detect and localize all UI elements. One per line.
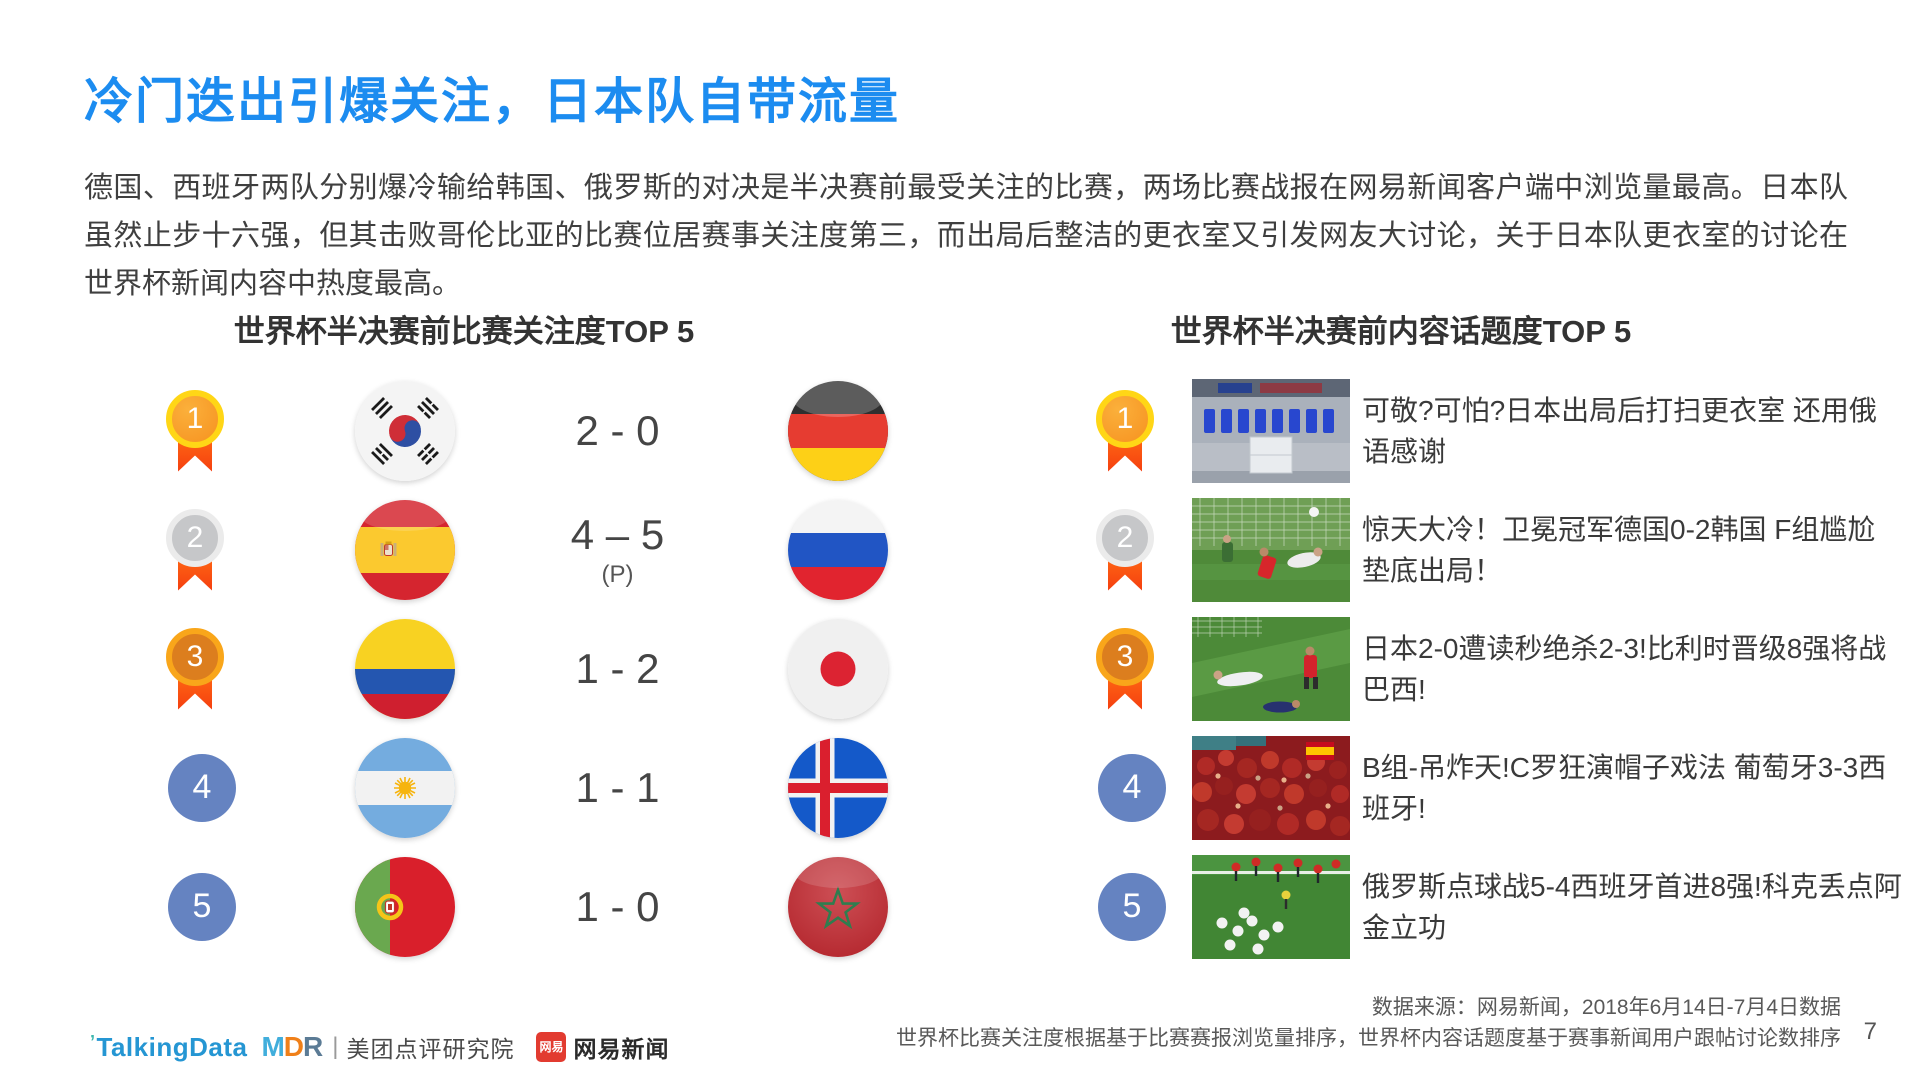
rank-number: 5 bbox=[192, 887, 212, 925]
news-thumbnail-locker-room bbox=[1192, 378, 1350, 483]
news-thumbnail-players-on-pitch bbox=[1192, 616, 1350, 721]
flag-argentina-icon bbox=[355, 737, 455, 838]
rank-5-badge: 5 bbox=[168, 872, 236, 941]
ranking-rows: 1 bbox=[0, 371, 1921, 966]
score-value: 4 – 5 bbox=[570, 510, 665, 558]
news-thumbnail-team-celebration bbox=[1192, 854, 1350, 959]
news-headline: 俄罗斯点球战5-4西班牙首进8强!科克丢点阿金立功 bbox=[1362, 870, 1902, 943]
rank-number: 5 bbox=[1122, 887, 1142, 925]
flag-spain-icon bbox=[355, 499, 455, 600]
rank-number: 4 bbox=[1122, 768, 1142, 806]
netease-badge-icon: 网易 bbox=[536, 1032, 567, 1062]
news-headline: B组-吊炸天!C罗狂演帽子戏法 葡萄牙3-3西班牙! bbox=[1362, 751, 1887, 824]
mdr-logo: MDR bbox=[261, 1031, 323, 1062]
news-row-4: 4 bbox=[0, 728, 1921, 847]
news-row-2: 2 bbox=[0, 490, 1921, 609]
rank-1-medal-icon: 1 bbox=[166, 389, 224, 472]
rank-number: 2 bbox=[166, 508, 224, 567]
intro-paragraph: 德国、西班牙两队分别爆冷输给韩国、俄罗斯的对决是半决赛前最受关注的比赛，两场比赛… bbox=[84, 172, 1848, 300]
match-score: 2 - 0 bbox=[530, 407, 705, 455]
rank-number: 2 bbox=[1096, 508, 1154, 567]
rank-4-badge: 4 bbox=[1098, 753, 1166, 822]
flag-morocco-icon bbox=[788, 856, 888, 957]
news-thumbnail-fans-crowd bbox=[1192, 735, 1350, 840]
meituan-dianping-institute-logo: 美团点评研究院 bbox=[346, 1036, 515, 1062]
score-value: 1 - 0 bbox=[575, 882, 660, 930]
flag-iceland-icon bbox=[788, 737, 888, 838]
news-rows: 1 bbox=[0, 371, 1921, 966]
rank-number: 3 bbox=[166, 627, 224, 686]
rank-row-5: 5 1 - 0 bbox=[0, 847, 1921, 966]
news-headline: 日本2-0遭读秒绝杀2-3!比利时晋级8强将战巴西! bbox=[1362, 632, 1887, 705]
footer-logos: ’TalkingData MDR | 美团点评研究院 网易 网易新闻 bbox=[90, 1030, 669, 1064]
news-row-5: 5 bbox=[0, 847, 1921, 966]
rank-row-1: 1 bbox=[0, 371, 1921, 490]
netease-news-logo: 网易新闻 bbox=[573, 1036, 670, 1062]
talkingdata-mark-icon: ’ bbox=[90, 1031, 96, 1052]
rank-2-medal-icon: 2 bbox=[1096, 508, 1154, 591]
rank-number: 1 bbox=[1096, 389, 1154, 448]
rank-number: 3 bbox=[1096, 627, 1154, 686]
page-title: 冷门迭出引爆关注，日本队自带流量 bbox=[84, 75, 901, 129]
rank-4-badge: 4 bbox=[168, 753, 236, 822]
data-source-note: 数据来源：网易新闻，2018年6月14日-7月4日数据 世界杯比赛关注度根据基于… bbox=[896, 992, 1841, 1054]
news-headline: 惊天大冷！卫冕冠军德国0-2韩国 F组尴尬垫底出局！ bbox=[1362, 513, 1876, 586]
rank-number: 4 bbox=[192, 768, 212, 806]
logo-separator: | bbox=[332, 1033, 339, 1060]
rank-row-3: 3 1 - 2 bbox=[0, 609, 1921, 728]
score-value: 1 - 1 bbox=[575, 763, 660, 811]
source-line-1: 数据来源：网易新闻，2018年6月14日-7月4日数据 bbox=[1371, 996, 1841, 1019]
score-value: 1 - 2 bbox=[575, 644, 660, 692]
penalty-note: (P) bbox=[601, 560, 634, 588]
source-line-2: 世界杯比赛关注度根据基于比赛赛报浏览量排序，世界杯内容话题度基于赛事新闻用户跟帖… bbox=[896, 1027, 1841, 1050]
left-panel-heading: 世界杯半决赛前比赛关注度TOP 5 bbox=[233, 314, 695, 349]
news-row-3: 3 bbox=[0, 609, 1921, 728]
page-number: 7 bbox=[1863, 1018, 1877, 1045]
match-score: 1 - 1 bbox=[530, 764, 705, 812]
rank-row-4: 4 1 - 1 bbox=[0, 728, 1921, 847]
rank-3-medal-icon: 3 bbox=[1096, 627, 1154, 710]
flag-south-korea-icon bbox=[355, 380, 455, 481]
news-headline: 可敬?可怕?日本出局后打扫更衣室 还用俄语感谢 bbox=[1362, 394, 1877, 467]
talkingdata-logo: ’TalkingData bbox=[90, 1031, 248, 1062]
match-score: 4 – 5 (P) bbox=[530, 511, 705, 589]
score-value: 2 - 0 bbox=[575, 406, 660, 454]
rank-3-medal-icon: 3 bbox=[166, 627, 224, 710]
right-panel-heading: 世界杯半决赛前内容话题度TOP 5 bbox=[1170, 314, 1632, 349]
match-score: 1 - 2 bbox=[530, 645, 705, 693]
match-score: 1 - 0 bbox=[530, 883, 705, 931]
news-thumbnail-goal-scene bbox=[1192, 497, 1350, 602]
rank-5-badge: 5 bbox=[1098, 872, 1166, 941]
rank-2-medal-icon: 2 bbox=[166, 508, 224, 591]
rank-1-medal-icon: 1 bbox=[1096, 389, 1154, 472]
news-row-1: 1 bbox=[0, 371, 1921, 490]
rank-row-2: 2 4 – 5 ( bbox=[0, 490, 1921, 609]
flag-japan-icon bbox=[788, 618, 888, 719]
rank-number: 1 bbox=[166, 389, 224, 448]
